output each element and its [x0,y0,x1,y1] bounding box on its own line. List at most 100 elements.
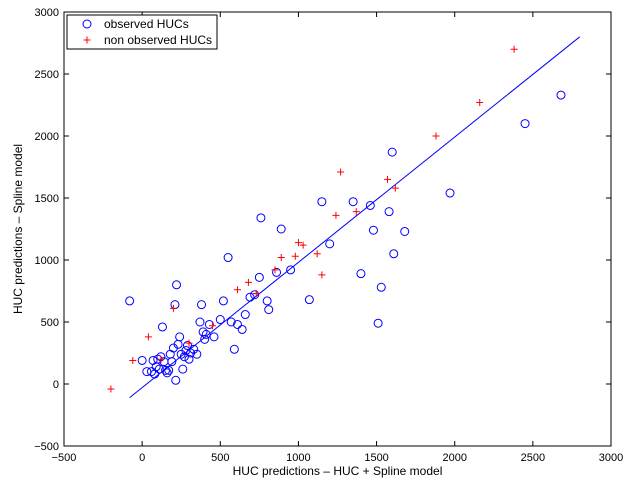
non-observed-point [510,45,518,53]
observed-point [200,334,210,344]
legend-non-observed-marker [83,36,91,44]
axis-ticks: −500 0 500 1000 1500 2000 2500 3000 −500 0 500 1000… [34,7,623,464]
non-observed-point [299,241,307,249]
observed-point [189,344,199,354]
observed-point [226,317,236,327]
observed-point [161,365,171,375]
legend-observed-label: observed HUCs [104,17,189,31]
observed-point [137,355,147,365]
non-observed-point [291,252,299,260]
x-tick-label: 500 [211,452,229,464]
observed-point [192,349,202,359]
non-observed-point [391,184,399,192]
y-tick-label: −500 [34,441,59,453]
observed-point [237,324,247,334]
observed-point [201,329,211,339]
data-points [107,45,566,393]
observed-point [373,318,383,328]
observed-point [218,296,228,306]
observed-point [209,332,219,342]
non-observed-point [107,385,115,393]
y-tick-label: 500 [41,317,59,329]
observed-point [254,272,264,282]
observed-point [325,239,335,249]
observed-point [384,207,394,217]
legend: observed HUCs non observed HUCs [66,14,218,50]
non-observed-point [233,286,241,294]
observed-point [240,310,250,320]
y-tick-label: 3000 [35,7,59,19]
observed-point [272,267,282,277]
y-tick-label: 2500 [35,69,59,81]
observed-point [147,367,157,377]
fit-line-group [129,36,581,399]
observed-point [556,90,566,100]
observed-point [356,269,366,279]
observed-point [232,319,242,329]
non-observed-point [294,239,302,247]
observed-point [157,322,167,332]
observed-point [162,368,172,378]
non-observed-point [129,356,137,364]
observed-point [250,290,260,300]
non-observed-point [169,304,177,312]
observed-point [264,305,274,315]
non-observed-point [277,254,285,262]
non-observed-point [313,250,321,258]
observed-point [520,119,530,129]
observed-point [125,296,135,306]
non-observed-point [337,168,345,176]
non-observed-point [252,289,260,297]
observed-point [167,357,177,367]
observed-point [171,375,181,385]
legend-box [66,14,218,50]
non-observed-point [144,333,152,341]
non-observed-point [208,322,216,330]
observed-point [317,197,327,207]
legend-non-observed-label: non observed HUCs [104,33,212,47]
non-observed-point [157,355,165,363]
observed-point [175,332,185,342]
fit-line [129,36,581,399]
observed-point [172,280,182,290]
observed-point [197,300,207,310]
y-tick-label: 0 [53,379,59,391]
non-observed-point [318,271,326,279]
observed-point [376,282,386,292]
observed-point [154,364,164,374]
observed-point [445,188,455,198]
non-observed-point [244,278,252,286]
non-observed-point [332,211,340,219]
observed-point [387,147,397,157]
x-axis-label: HUC predictions – HUC + Spline model [233,464,443,478]
observed-point [178,364,188,374]
y-axis-label: HUC predictions – Spline model [11,144,25,314]
x-tick-label: 2500 [521,452,545,464]
non-observed-point [384,175,392,183]
observed-point [204,319,214,329]
observed-point [245,292,255,302]
x-tick-label: 0 [139,452,145,464]
observed-point [142,367,152,377]
x-tick-label: 3000 [599,452,623,464]
y-tick-label: 1500 [35,193,59,205]
y-tick-label: 2000 [35,131,59,143]
observed-point [389,249,399,259]
observed-point [215,315,225,325]
observed-point [348,197,358,207]
observed-point [262,296,272,306]
observed-point [184,354,194,364]
observed-point [256,213,266,223]
x-tick-label: 2000 [442,452,466,464]
observed-point [195,317,205,327]
observed-point [164,365,174,375]
x-tick-label: 1000 [286,452,310,464]
observed-point [304,295,314,305]
non-observed-point [432,132,440,140]
non-observed-point [271,266,279,274]
x-tick-label: −500 [52,452,77,464]
legend-observed-marker [82,19,92,29]
observed-point [286,265,296,275]
non-observed-point [185,339,193,347]
